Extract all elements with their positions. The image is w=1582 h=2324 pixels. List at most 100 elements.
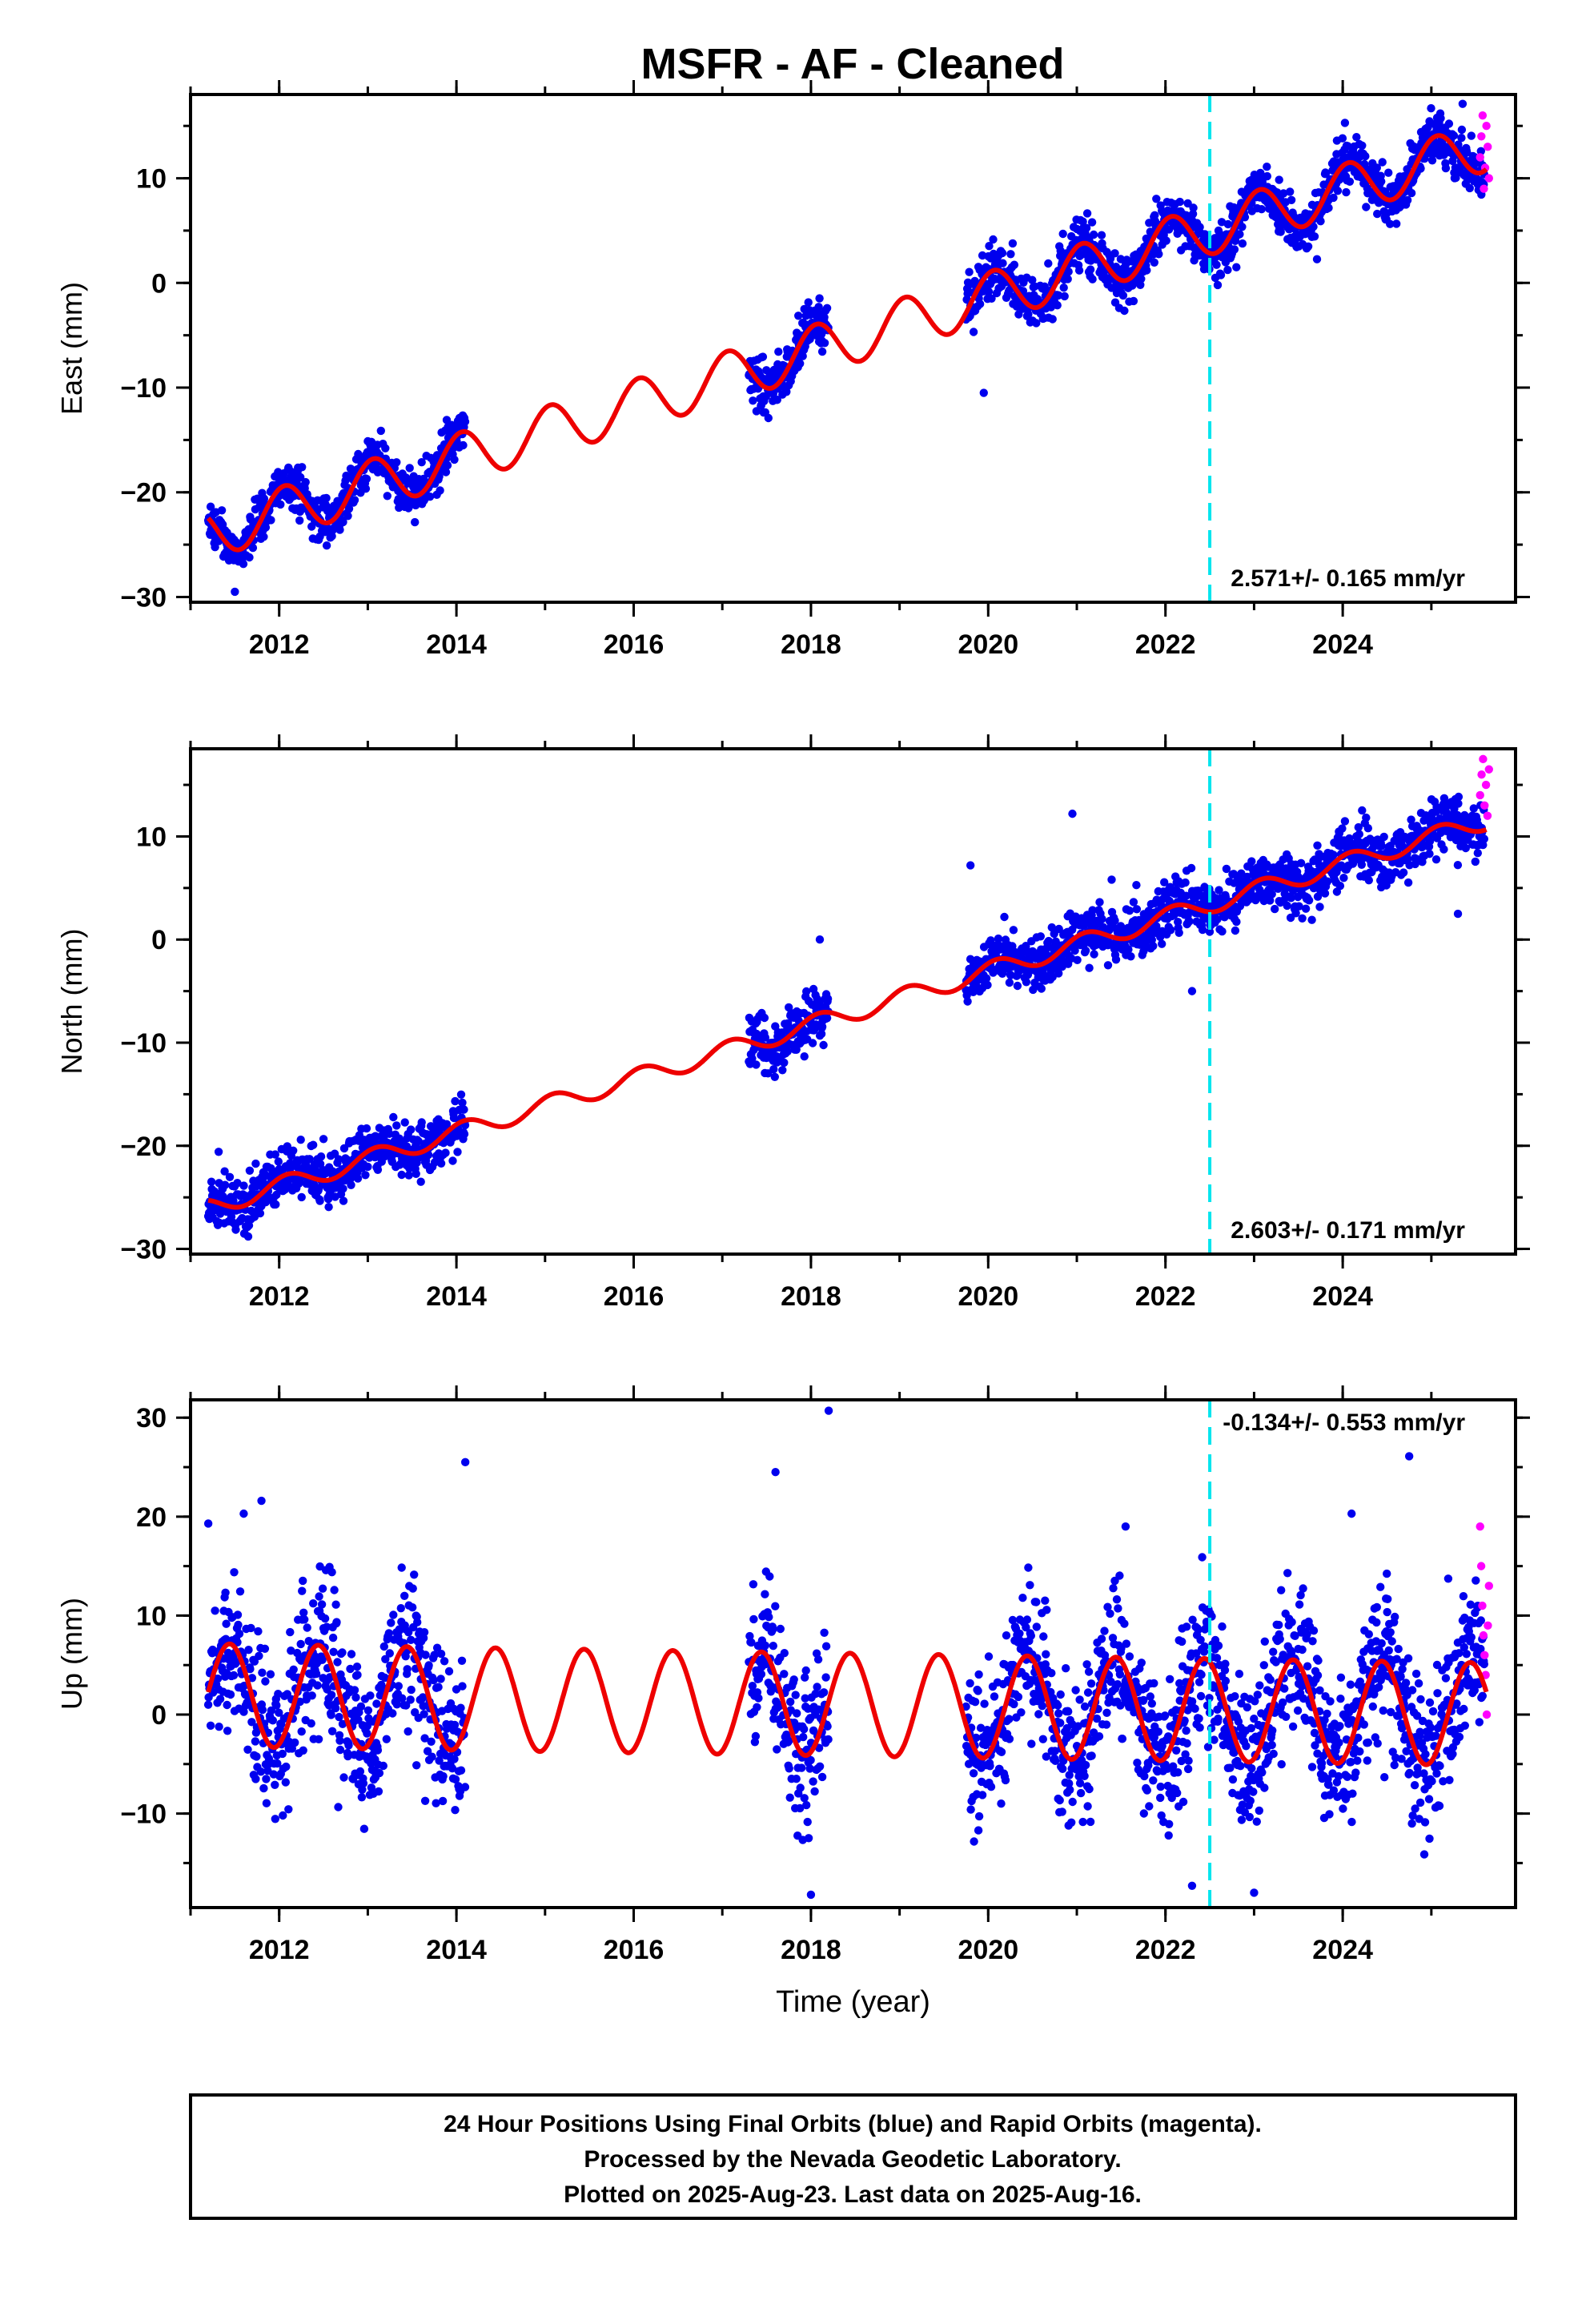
plot-area <box>203 94 1493 602</box>
final-orbit-point <box>983 980 992 990</box>
final-orbit-point <box>313 1681 322 1690</box>
final-orbit-point <box>1166 926 1175 935</box>
final-orbit-point <box>207 1177 216 1186</box>
final-orbit-point <box>411 517 420 527</box>
final-orbit-point <box>335 1745 345 1755</box>
final-orbit-point <box>1017 1708 1026 1717</box>
velocity-label: 2.571+/- 0.165 mm/yr <box>1231 565 1465 592</box>
final-orbit-point <box>1008 239 1018 248</box>
final-orbit-point <box>206 502 215 511</box>
final-orbit-point <box>796 1783 805 1792</box>
final-orbit-point <box>271 1150 279 1159</box>
final-orbit-point <box>251 1159 260 1168</box>
final-orbit-point <box>429 1675 438 1685</box>
final-orbit-point <box>457 1656 467 1665</box>
final-orbit-point <box>406 1695 415 1704</box>
final-orbit-point <box>776 1624 785 1634</box>
final-orbit-point <box>456 1766 466 1775</box>
final-orbit-point <box>822 304 832 312</box>
final-orbit-point <box>1235 230 1244 239</box>
final-orbit-point <box>1377 177 1386 186</box>
x-tick-label: 2024 <box>1312 629 1373 660</box>
final-orbit-point <box>1186 863 1196 873</box>
final-orbit-point <box>821 1673 830 1682</box>
final-orbit-point <box>361 485 371 493</box>
final-orbit-point <box>970 1837 978 1846</box>
final-orbit-point <box>245 553 254 562</box>
final-orbit-point <box>1063 275 1072 283</box>
final-orbit-point <box>211 1606 219 1615</box>
x-tick-label: 2016 <box>604 1281 665 1312</box>
final-orbit-point <box>761 1641 769 1650</box>
final-orbit-point <box>801 1666 810 1675</box>
final-orbit-point <box>1058 1764 1067 1773</box>
y-tick-label: 10 <box>136 822 167 852</box>
final-orbit-point <box>274 1157 283 1166</box>
rapid-orbit-point <box>1484 174 1493 183</box>
final-orbit-point <box>366 1691 375 1700</box>
final-orbit-point <box>819 1688 829 1697</box>
final-orbit-point <box>397 1170 406 1180</box>
final-orbit-point <box>252 1752 261 1761</box>
final-orbit-point <box>1316 217 1325 226</box>
final-orbit-point <box>271 1200 280 1209</box>
final-orbit-point <box>459 440 468 450</box>
rapid-orbit-point <box>1477 770 1486 779</box>
final-orbit-point <box>1309 222 1318 231</box>
final-orbit-point <box>764 413 773 423</box>
up-panel: 2012 2014 2016 2018 2020 2022 2024−100102030Up… <box>55 1385 1530 2019</box>
final-orbit-point <box>1005 1715 1014 1723</box>
final-orbit-point <box>458 1682 467 1691</box>
final-orbit-point <box>1216 271 1226 279</box>
final-orbit-point <box>1081 946 1090 955</box>
final-orbit-point <box>1329 193 1338 203</box>
final-orbit-point <box>272 1701 281 1710</box>
x-tick-label: 2018 <box>781 629 841 660</box>
final-orbit-point <box>761 1590 769 1598</box>
final-orbit-point <box>780 1670 789 1679</box>
final-orbit-point <box>984 1652 994 1661</box>
final-orbit-point <box>1090 950 1098 959</box>
final-orbit-point <box>299 1576 307 1586</box>
final-orbit-point <box>1037 984 1046 993</box>
final-orbit-point <box>379 1642 388 1651</box>
final-orbit-point <box>1183 199 1192 208</box>
final-orbit-point <box>1005 978 1014 987</box>
final-orbit-point <box>412 501 420 510</box>
rapid-orbit-points <box>1476 111 1493 193</box>
final-orbit-point <box>296 472 305 482</box>
final-orbit-point <box>765 1572 774 1581</box>
final-orbit-point <box>1162 236 1170 245</box>
final-orbit-point <box>809 1777 817 1786</box>
final-orbit-point <box>248 543 258 553</box>
final-orbit-point <box>749 1614 758 1624</box>
final-orbit-point <box>1056 1690 1065 1699</box>
final-orbit-point <box>221 1588 230 1598</box>
final-orbit-point <box>765 1613 773 1622</box>
final-orbit-point <box>1358 141 1367 150</box>
final-orbit-point <box>751 1731 761 1741</box>
final-orbit-point <box>1315 903 1324 911</box>
final-orbit-point <box>1329 850 1338 859</box>
final-orbit-point <box>1010 260 1019 269</box>
north-panel: 2012 2014 2016 2018 2020 2022 2024−30−20−10010… <box>55 734 1530 1312</box>
final-orbit-point <box>987 294 996 303</box>
final-orbit-point <box>1146 227 1155 236</box>
final-orbit-point <box>1120 306 1129 316</box>
final-orbit-point <box>1399 868 1408 877</box>
final-orbit-point <box>389 1610 398 1619</box>
final-orbit-point <box>1340 119 1350 127</box>
final-orbit-point <box>786 1697 795 1707</box>
final-orbit-point <box>291 1738 299 1747</box>
final-orbit-point <box>1301 904 1311 913</box>
final-orbit-point <box>347 1180 355 1190</box>
final-orbit-point <box>235 1587 245 1596</box>
final-orbit-point <box>798 352 807 360</box>
final-orbit-point <box>1085 963 1094 972</box>
outlier-point <box>1068 809 1077 818</box>
final-orbit-point <box>1018 1594 1027 1602</box>
final-orbit-point <box>331 1600 340 1609</box>
final-orbit-point <box>259 533 268 541</box>
final-orbit-point <box>1158 939 1166 948</box>
final-orbit-point <box>404 1727 412 1736</box>
